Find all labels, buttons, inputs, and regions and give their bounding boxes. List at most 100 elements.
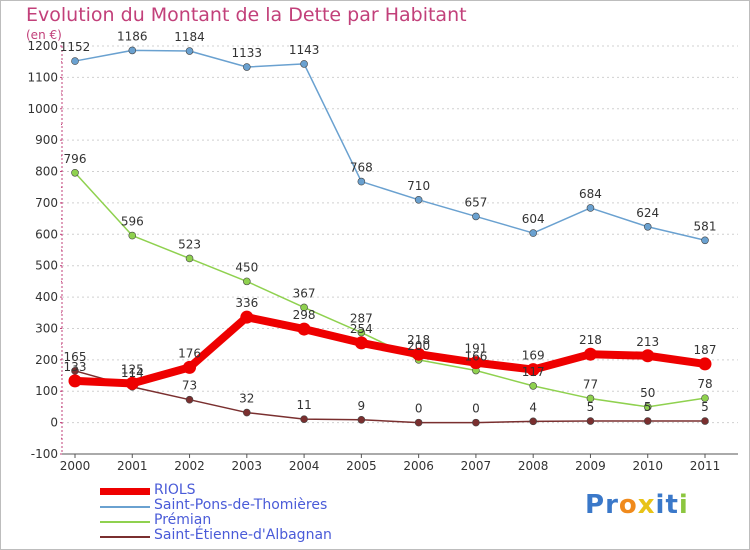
logo-letter: P (585, 490, 606, 520)
data-point (529, 382, 537, 390)
y-tick-label: 400 (35, 290, 58, 304)
data-label: 114 (121, 366, 144, 380)
data-label: 523 (178, 237, 201, 251)
data-point (583, 347, 597, 361)
data-label: 165 (64, 350, 87, 364)
data-label: 796 (64, 152, 87, 166)
y-tick-label: 900 (35, 133, 58, 147)
data-label: 5 (644, 400, 652, 414)
data-point (643, 222, 652, 231)
data-point (357, 415, 366, 424)
legend-label: Prémian (154, 512, 212, 528)
y-tick-label: 1000 (27, 102, 58, 116)
data-point (185, 254, 194, 263)
data-label: 169 (522, 349, 545, 363)
logo-letter: x (637, 490, 656, 520)
legend-swatch (100, 488, 150, 495)
logo-letter: i (655, 490, 666, 520)
data-point (526, 363, 540, 377)
x-tick-label: 2007 (461, 459, 492, 473)
chart-unit-label: (en €) (26, 28, 62, 42)
data-label: 213 (636, 335, 659, 349)
data-label: 191 (464, 342, 487, 356)
y-tick-label: 700 (35, 196, 58, 210)
data-point (243, 408, 251, 417)
x-tick-label: 2000 (60, 459, 91, 473)
data-point (586, 204, 595, 212)
data-label: 117 (522, 365, 545, 379)
data-point (297, 322, 311, 336)
data-point (643, 403, 652, 411)
data-label: 133 (64, 360, 87, 374)
data-point (469, 356, 483, 370)
chart-title: Evolution du Montant de la Dette par Hab… (26, 4, 467, 26)
data-point (240, 310, 254, 324)
data-point (354, 336, 368, 350)
x-tick-label: 2008 (518, 459, 549, 473)
data-label: 596 (121, 215, 144, 229)
data-point (414, 195, 423, 204)
data-point (698, 357, 712, 371)
data-point (243, 277, 251, 286)
data-point (125, 376, 139, 390)
y-tick-label: 1100 (27, 70, 58, 84)
data-point (243, 63, 251, 71)
x-tick-label: 2006 (403, 459, 434, 473)
legend-label: Saint-Étienne-d'Albagnan (154, 527, 332, 543)
data-label: 287 (350, 312, 373, 326)
logo-letter: r (605, 490, 619, 520)
data-label: 624 (636, 206, 659, 220)
proxiti-logo: Proxiti (585, 490, 689, 520)
data-point (412, 347, 426, 361)
data-label: 1143 (289, 43, 320, 57)
y-tick-label: 100 (35, 384, 58, 398)
data-label: 176 (178, 346, 201, 360)
data-label: 73 (182, 379, 197, 393)
data-label: 254 (350, 322, 373, 336)
data-label: 657 (464, 195, 487, 209)
data-label: 336 (235, 296, 258, 310)
data-point (472, 212, 480, 221)
data-point (185, 47, 194, 55)
data-point (472, 418, 480, 427)
data-point (414, 418, 423, 427)
legend-swatch (100, 506, 150, 508)
logo-letter: t (665, 490, 679, 520)
data-label: 50 (640, 386, 655, 400)
data-label: 581 (694, 219, 717, 233)
series-line (74, 49, 706, 242)
data-label: 710 (407, 179, 430, 193)
data-label: 4 (529, 400, 537, 414)
y-tick-label: 600 (35, 227, 58, 241)
data-point (529, 229, 537, 237)
data-label: 298 (293, 308, 316, 322)
data-label: 9 (358, 399, 366, 413)
x-tick-label: 2009 (575, 459, 606, 473)
data-point (68, 374, 82, 388)
logo-letter: o (618, 490, 638, 520)
data-label: 218 (407, 333, 430, 347)
y-tick-label: 800 (35, 165, 58, 179)
data-point (701, 394, 709, 402)
data-point (185, 395, 194, 404)
data-point (586, 417, 595, 425)
data-label: 1184 (174, 30, 205, 44)
data-label: 604 (522, 212, 545, 226)
data-label: 1152 (60, 40, 91, 54)
data-label: 0 (472, 402, 480, 416)
data-label: 187 (694, 343, 717, 357)
data-point (300, 415, 308, 423)
data-point (71, 168, 79, 177)
data-point (529, 417, 537, 426)
x-tick-label: 2010 (632, 459, 663, 473)
data-label: 367 (293, 286, 316, 300)
data-point (183, 360, 197, 374)
legend-label: RIOLS (154, 482, 196, 498)
legend-swatch (100, 536, 150, 538)
series-line (74, 370, 706, 424)
data-point (357, 177, 366, 186)
y-tick-label: 200 (35, 353, 58, 367)
data-point (300, 60, 308, 68)
